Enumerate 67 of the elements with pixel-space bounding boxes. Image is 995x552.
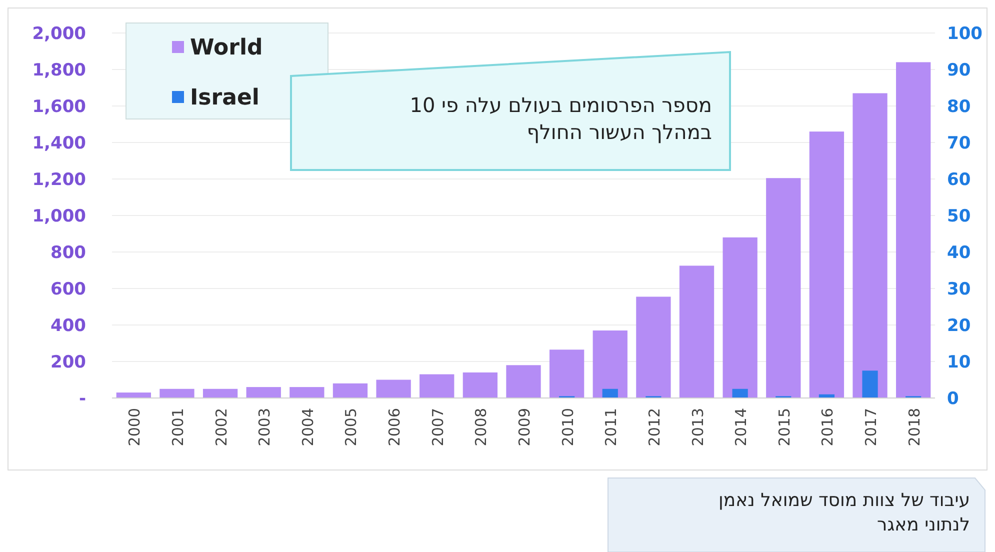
x-tick-label: 2013 — [688, 408, 707, 446]
y-tick-label: 2,000 — [32, 24, 86, 44]
y2-tick-label: 80 — [947, 96, 971, 117]
bar — [592, 330, 628, 398]
bar — [602, 388, 618, 398]
y-tick-label: - — [78, 388, 86, 409]
y-tick-label: 600 — [50, 279, 86, 300]
x-tick-label: 2005 — [342, 408, 360, 446]
bar — [116, 392, 151, 398]
y-tick-label: 400 — [50, 316, 86, 336]
y2-tick-label: 20 — [947, 316, 971, 336]
y-tick-label: 1,400 — [32, 133, 86, 154]
x-tick-label: 2017 — [862, 408, 880, 446]
bar — [290, 387, 324, 398]
x-tick-label: 2010 — [558, 408, 577, 446]
x-tick-label: 2001 — [168, 408, 187, 446]
y2-tick-label: 90 — [947, 60, 971, 80]
x-tick-label: 2007 — [428, 408, 447, 446]
bar — [202, 388, 238, 398]
bar — [462, 372, 498, 398]
y2-tick-label: 100 — [947, 24, 983, 44]
x-tick-label: 2009 — [516, 408, 534, 446]
y2-tick-label: 70 — [947, 133, 971, 154]
bar — [549, 350, 584, 398]
y2-tick-label: 60 — [947, 170, 971, 190]
bar — [679, 266, 714, 398]
x-tick-label: 2006 — [386, 408, 404, 446]
bar — [332, 383, 368, 398]
annotation: מספר הפרסומים בעולם עלה פי 10 במהלך העשור החולף — [410, 93, 712, 144]
bar — [896, 62, 931, 398]
bar — [246, 387, 281, 398]
y2-tick-label: 0 — [947, 388, 959, 409]
bar — [722, 237, 758, 398]
bar — [766, 178, 801, 398]
bar — [506, 365, 541, 398]
x-tick-label: 2003 — [256, 408, 274, 446]
x-tick-label: 2012 — [645, 408, 664, 446]
bar — [376, 380, 411, 398]
y-tick-label: 1,600 — [32, 96, 86, 117]
x-tick-label: 2002 — [212, 408, 230, 446]
y-tick-label: 200 — [50, 352, 86, 372]
y2-tick-label: 10 — [947, 352, 971, 372]
bar — [420, 374, 454, 398]
y-tick-label: 800 — [50, 242, 86, 263]
bar — [732, 388, 748, 398]
y-tick-label: 1,800 — [32, 60, 86, 80]
bar — [862, 370, 878, 398]
bar — [852, 93, 888, 398]
bar — [160, 388, 194, 398]
x-tick-label: 2011 — [602, 408, 620, 446]
text: עיבוד של צוות מוסד שמואל נאמן לנתוני מאגר — [718, 490, 970, 536]
y2-tick-label: 30 — [947, 279, 971, 300]
legend-label: Israel — [190, 86, 260, 111]
x-tick-label: 2000 — [126, 408, 144, 446]
bar — [636, 296, 671, 398]
x-tick-label: 2008 — [472, 408, 490, 446]
x-tick-label: 2004 — [298, 408, 317, 446]
x-tick-label: 2015 — [775, 408, 794, 446]
y-tick-label: 1,200 — [32, 170, 86, 190]
legend-label: World — [190, 36, 263, 61]
y-tick-label: 1,000 — [32, 206, 86, 226]
y2-tick-label: 40 — [947, 242, 971, 263]
y2-tick-label: 50 — [947, 206, 971, 226]
x-tick-label: 2014 — [732, 408, 750, 446]
x-tick-label: 2018 — [905, 408, 924, 446]
x-tick-label: 2016 — [818, 408, 837, 446]
bar — [809, 132, 844, 398]
